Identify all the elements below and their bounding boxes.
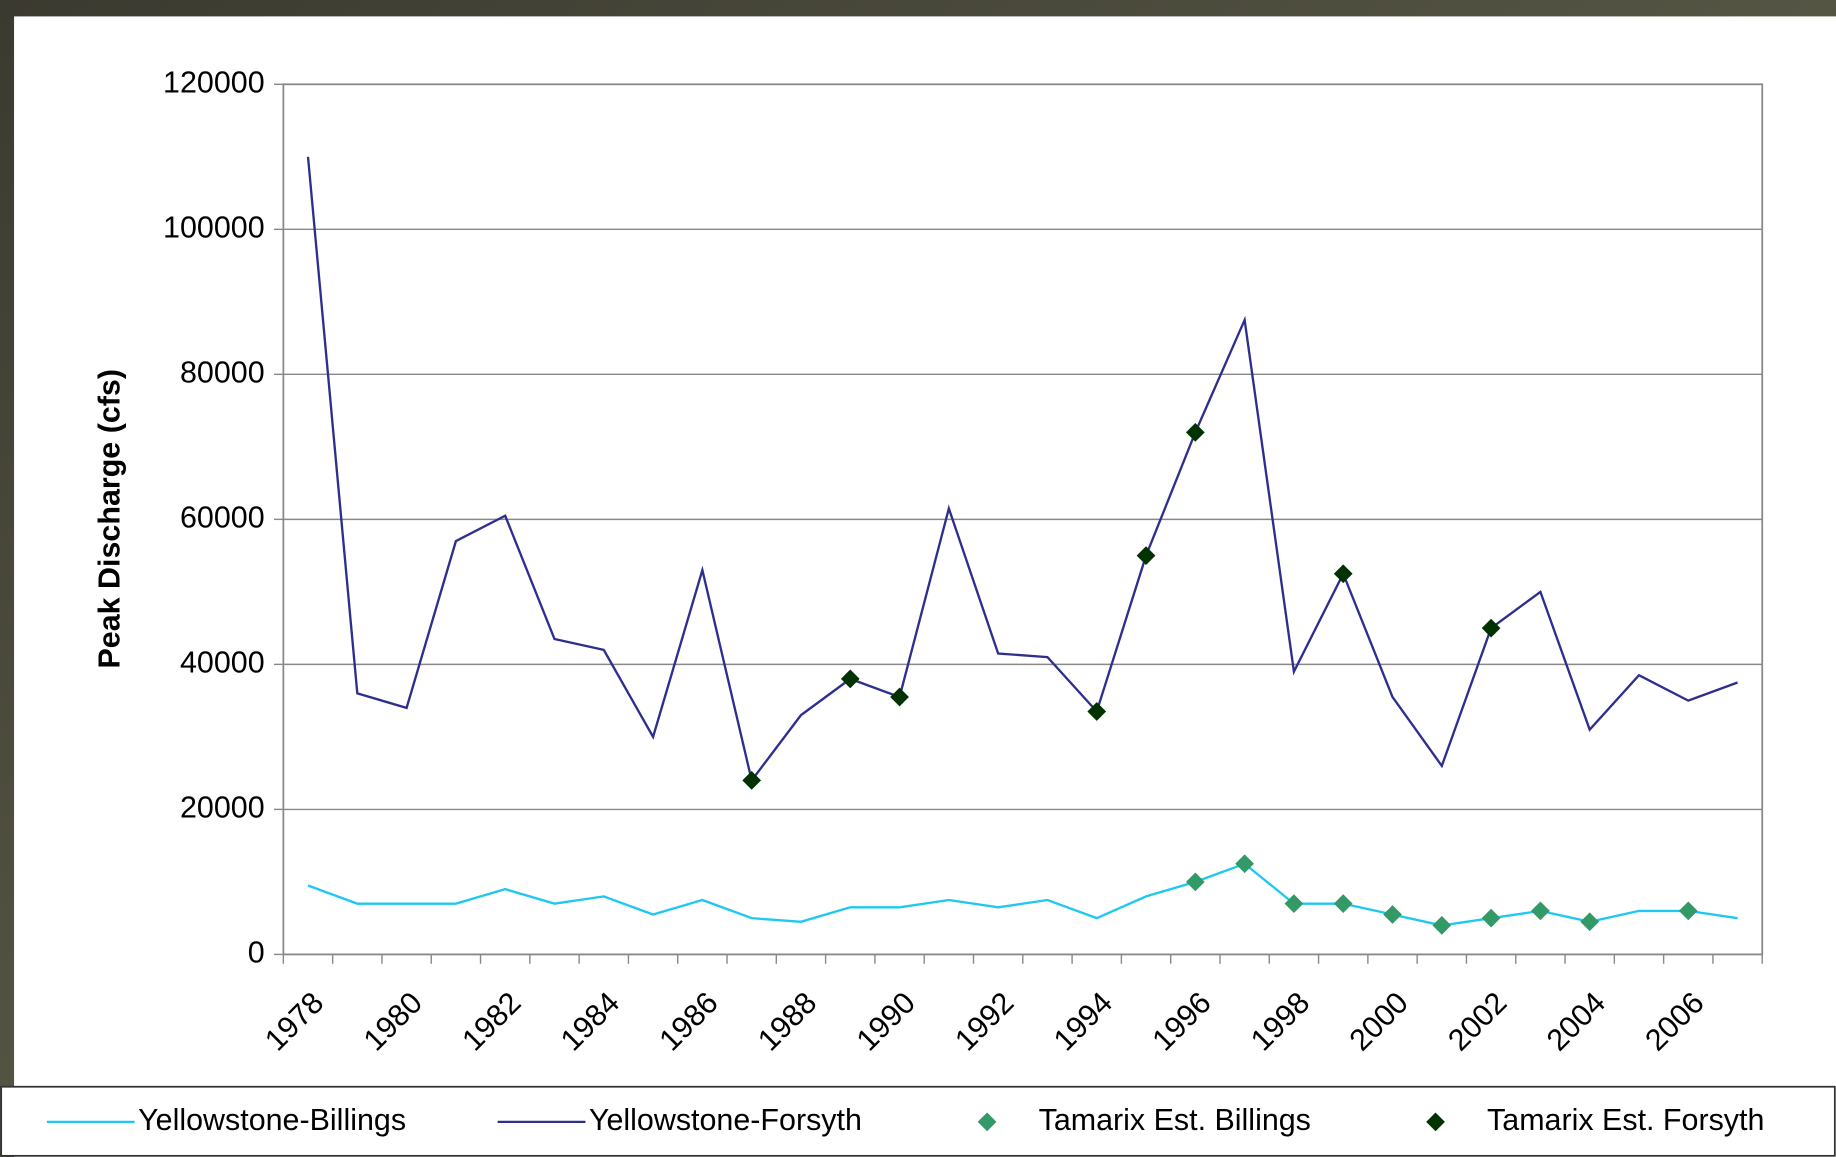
marker [1185, 422, 1205, 442]
legend [0, 1085, 1836, 1157]
marker [1531, 901, 1550, 921]
legend-label: Yellowstone-Billings [138, 1103, 406, 1137]
y-tick-label: 60000 [180, 500, 265, 534]
y-tick-label: 120000 [163, 65, 265, 99]
marker [1678, 901, 1698, 921]
marker [1383, 905, 1402, 924]
chart-panel [14, 16, 1836, 1157]
marker [742, 771, 762, 790]
marker [1580, 912, 1600, 932]
y-axis-title: Peak Discharge (cfs) [92, 369, 126, 668]
y-tick-label: 0 [248, 935, 265, 969]
marker [890, 687, 909, 707]
marker [1284, 894, 1304, 914]
marker [1087, 702, 1107, 721]
legend-label: Tamarix Est. Billings [1039, 1103, 1311, 1137]
y-tick-label: 20000 [180, 790, 265, 824]
y-tick-label: 100000 [163, 210, 265, 244]
legend-swatch [1426, 1112, 1445, 1132]
marker [840, 669, 860, 689]
marker [1333, 894, 1353, 914]
marker [1481, 618, 1501, 638]
marker [1235, 854, 1254, 874]
series-line [307, 862, 1738, 927]
legend-swatch [977, 1112, 997, 1132]
y-tick-label: 80000 [180, 355, 265, 389]
y-tick-label: 40000 [180, 645, 265, 679]
legend-label: Yellowstone-Forsyth [589, 1103, 862, 1137]
marker [1185, 872, 1205, 892]
series-line [306, 156, 1738, 784]
marker [1432, 916, 1452, 935]
legend-label: Tamarix Est. Forsyth [1487, 1103, 1764, 1137]
marker [1481, 908, 1501, 928]
marker [1333, 564, 1353, 584]
marker [1136, 546, 1156, 565]
